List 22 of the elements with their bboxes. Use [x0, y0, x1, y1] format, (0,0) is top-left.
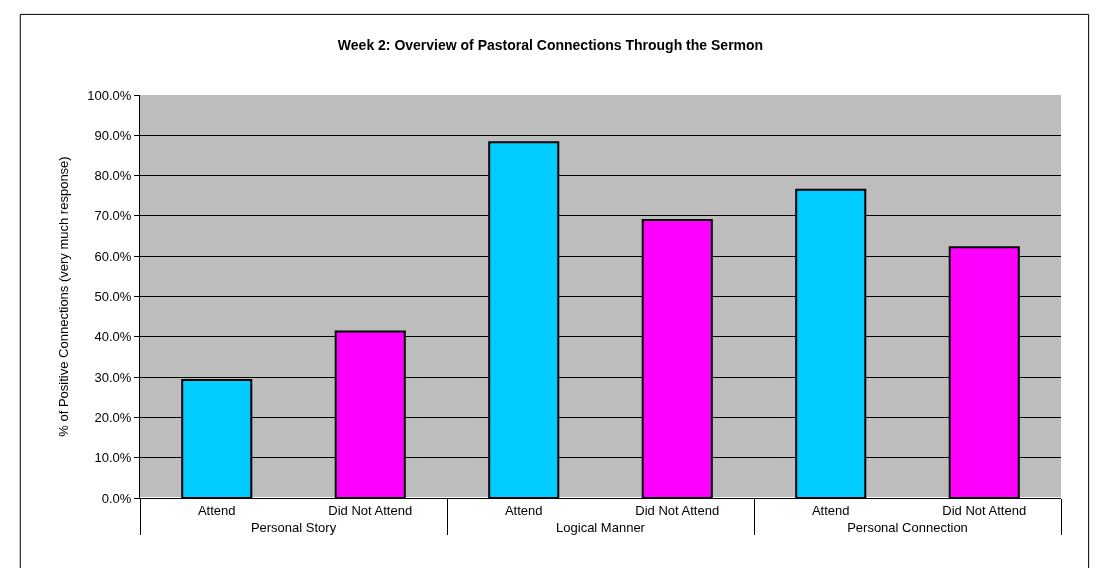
y-tick-label: 70.0%	[94, 208, 132, 224]
x-tick-label: Did Not Attend	[635, 502, 720, 518]
y-axis-title: % of Positive Connections (very much response)	[56, 156, 72, 437]
y-tick-label: 30.0%	[94, 369, 132, 385]
x-tick-label: Did Not Attend	[942, 502, 1027, 518]
text: Personal Connection	[847, 519, 968, 535]
chart-title: Week 2: Overview of Pastoral Connections Through the Sermon	[337, 36, 764, 53]
y-tick-label: 80.0%	[94, 168, 132, 184]
y-tick-label: 50.0%	[94, 289, 132, 305]
y-tick-label: 20.0%	[94, 409, 132, 425]
text: Logical Manner	[556, 519, 646, 535]
y-tick-label: 0.0%	[101, 490, 132, 506]
y-tick-label: 100.0%	[87, 87, 132, 103]
y-tick-label: 40.0%	[94, 329, 132, 345]
y-tick-label: 90.0%	[94, 127, 132, 143]
x-tick-label: Attend	[811, 502, 850, 518]
y-tick-label: 10.0%	[94, 450, 132, 466]
x-tick-label: Did Not Attend	[328, 502, 413, 518]
x-tick-label: Attend	[197, 502, 236, 518]
x-tick-label: Attend	[504, 502, 543, 518]
y-tick-label: 60.0%	[94, 248, 132, 264]
text: Personal Story	[250, 519, 337, 535]
